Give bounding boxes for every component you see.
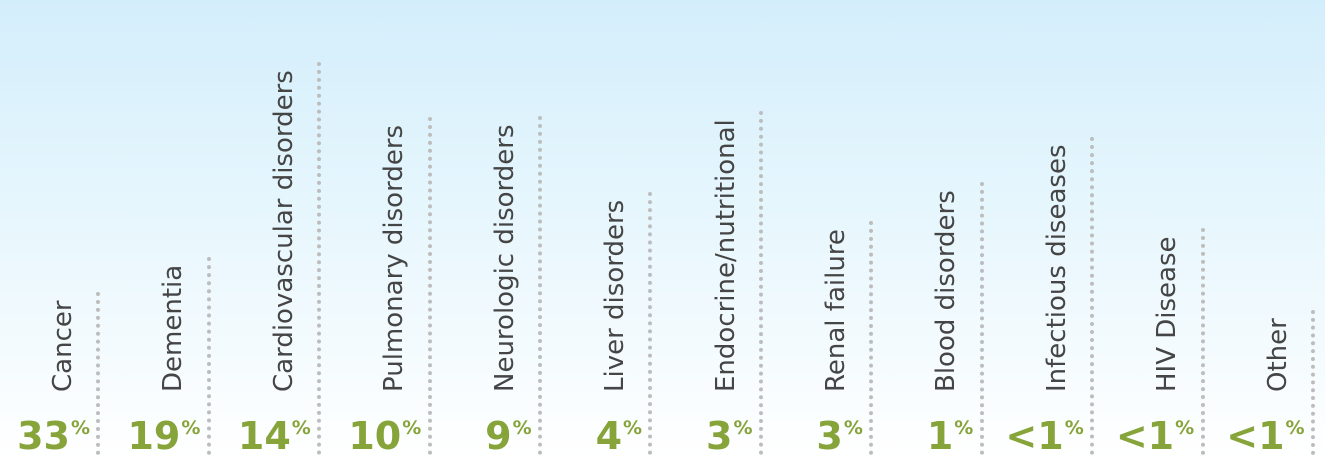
dotted-rule bbox=[1200, 228, 1205, 455]
value-label-number: <1 bbox=[1226, 414, 1285, 458]
percent-sign: % bbox=[733, 417, 753, 439]
percent-sign: % bbox=[843, 417, 863, 439]
category-column: Liver disorders 4% bbox=[552, 0, 662, 459]
dotted-rule bbox=[869, 221, 874, 455]
category-column: Cancer 33% bbox=[0, 0, 110, 459]
dotted-rule bbox=[1310, 310, 1315, 455]
category-column: Pulmonary disorders 10% bbox=[331, 0, 441, 459]
value-label-number: 33 bbox=[17, 414, 70, 458]
value-label-number: 3 bbox=[816, 414, 843, 458]
dotted-rule bbox=[538, 116, 543, 455]
category-column: Blood disorders 1% bbox=[883, 0, 993, 459]
value-label: 10% bbox=[348, 405, 421, 459]
percent-sign: % bbox=[402, 417, 422, 439]
category-label: Infectious diseases bbox=[1041, 144, 1072, 393]
category-column: Infectious diseases <1% bbox=[994, 0, 1104, 459]
value-label: <1% bbox=[1226, 405, 1304, 459]
value-label-number: 9 bbox=[485, 414, 512, 458]
dotted-rule bbox=[648, 191, 653, 455]
value-label-number: <1 bbox=[1115, 414, 1175, 458]
category-label: Cancer bbox=[48, 300, 78, 392]
percent-sign: % bbox=[954, 417, 974, 439]
percent-sign: % bbox=[623, 417, 643, 439]
category-label: Other bbox=[1262, 318, 1293, 392]
category-label: Neurologic disorders bbox=[489, 124, 520, 392]
dotted-rule bbox=[1090, 136, 1095, 455]
percent-sign: % bbox=[181, 417, 201, 439]
category-column: Other <1% bbox=[1215, 0, 1325, 459]
percent-sign: % bbox=[291, 417, 311, 439]
category-column: Dementia 19% bbox=[110, 0, 220, 459]
value-label: 14% bbox=[238, 405, 311, 459]
category-column: Renal failure 3% bbox=[773, 0, 883, 459]
dotted-rule bbox=[317, 62, 322, 455]
dotted-rule bbox=[206, 256, 211, 455]
category-label: HIV Disease bbox=[1152, 236, 1183, 392]
value-label: 4% bbox=[596, 405, 643, 459]
value-label-number: <1 bbox=[1005, 414, 1064, 458]
category-column: Neurologic disorders 9% bbox=[442, 0, 552, 459]
value-label-number: 3 bbox=[706, 414, 733, 458]
value-label-number: 4 bbox=[595, 414, 623, 458]
value-label: <1% bbox=[1005, 405, 1083, 459]
category-label: Endocrine/nutritional bbox=[710, 119, 741, 392]
percent-sign: % bbox=[1064, 417, 1084, 439]
dotted-rule bbox=[96, 292, 101, 455]
percent-sign: % bbox=[70, 417, 90, 439]
dotted-rule bbox=[427, 116, 432, 455]
dotted-rule bbox=[758, 111, 763, 455]
percent-sign: % bbox=[512, 417, 532, 439]
percent-sign: % bbox=[1175, 417, 1195, 439]
category-column: Endocrine/nutritional 3% bbox=[663, 0, 773, 459]
category-column: Cardiovascular disorders 14% bbox=[221, 0, 331, 459]
value-label-number: 10 bbox=[348, 414, 402, 458]
category-label: Dementia bbox=[158, 264, 189, 392]
value-label: 19% bbox=[127, 405, 200, 459]
category-label: Blood disorders bbox=[931, 190, 962, 392]
value-label: <1% bbox=[1116, 405, 1194, 459]
category-label: Renal failure bbox=[820, 229, 851, 392]
value-label-number: 19 bbox=[127, 414, 181, 458]
value-label: 9% bbox=[485, 405, 532, 459]
value-label-number: 14 bbox=[237, 414, 291, 458]
value-label: 1% bbox=[927, 405, 974, 459]
category-label: Cardiovascular disorders bbox=[268, 70, 299, 392]
value-label: 33% bbox=[17, 405, 90, 459]
percent-sign: % bbox=[1285, 417, 1305, 439]
value-label: 3% bbox=[816, 405, 863, 459]
category-label: Pulmonary disorders bbox=[379, 124, 410, 392]
value-label-number: 1 bbox=[926, 414, 954, 458]
dotted-rule bbox=[979, 182, 984, 455]
category-label: Liver disorders bbox=[600, 199, 631, 392]
value-label: 3% bbox=[706, 405, 753, 459]
category-column: HIV Disease <1% bbox=[1104, 0, 1214, 459]
